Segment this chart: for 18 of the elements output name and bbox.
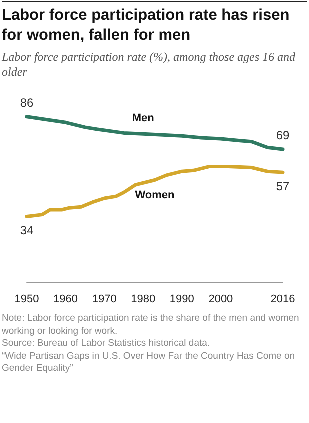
text: Note: Labor force participation rate is the share of the men and women working or looking for work. [2, 313, 300, 338]
chart-subtitle: Labor force participation rate (%), among those ages 16 and older [2, 50, 297, 80]
data-label: 57 [276, 180, 290, 194]
data-label: 34 [20, 224, 34, 238]
x-tick-label: 2000 [208, 294, 234, 306]
source-note: Source: Bureau of Labor Statistics historical data. [2, 338, 212, 350]
series-label: Women [135, 190, 176, 202]
series-label: Men [132, 112, 155, 125]
chart-title: Labor force participation rate has risen for women, fallen for men [2, 6, 291, 46]
data-label: 86 [20, 96, 34, 110]
text: “Wide Partisan Gaps in U.S. Over How Far the Country Has Come on Gender Equality” [2, 350, 296, 376]
data-label: 69 [276, 128, 290, 143]
x-tick-label: 2016 [270, 294, 296, 306]
x-tick-label: 1970 [92, 294, 117, 306]
x-tick-label: 1980 [131, 294, 156, 306]
x-tick-label: 1960 [54, 294, 78, 306]
x-tick-label: 1990 [170, 294, 194, 306]
x-tick-label: 1950 [14, 294, 40, 306]
